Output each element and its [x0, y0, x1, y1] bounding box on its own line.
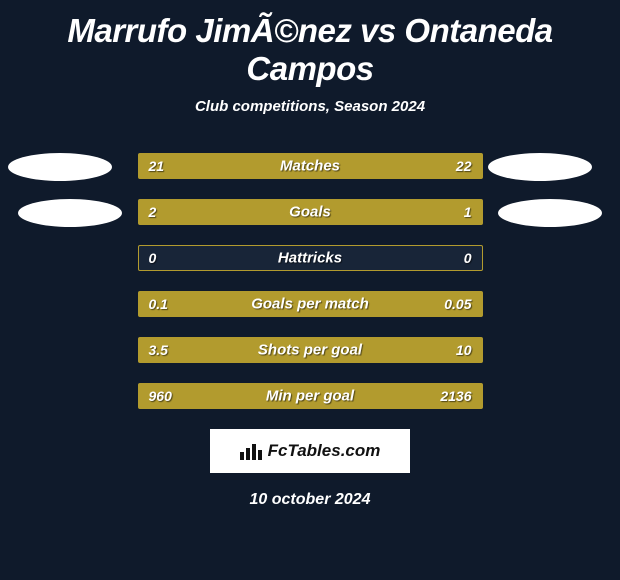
- stat-value-left: 0.1: [149, 296, 168, 312]
- player-ellipse: [18, 199, 122, 227]
- stat-label: Matches: [280, 158, 340, 175]
- stat-value-left: 3.5: [149, 342, 168, 358]
- stat-value-right: 0.05: [444, 296, 471, 312]
- stat-label: Goals per match: [251, 296, 369, 313]
- stat-label: Shots per goal: [258, 342, 362, 359]
- stat-rows: 2122Matches21Goals00Hattricks0.10.05Goal…: [0, 153, 620, 409]
- player-ellipse: [8, 153, 112, 181]
- date-line: 10 october 2024: [0, 491, 620, 509]
- comparison-chart: 2122Matches21Goals00Hattricks0.10.05Goal…: [0, 153, 620, 409]
- stat-value-right: 1: [464, 204, 472, 220]
- stat-row: 2 1 Goals: [138, 199, 483, 225]
- stat-value-right: 10: [456, 342, 472, 358]
- subtitle: Club competitions, Season 2024: [0, 98, 620, 115]
- stat-row: 0 0 Hattricks: [138, 245, 483, 271]
- stat-value-left: 960: [149, 388, 172, 404]
- player-ellipse: [498, 199, 602, 227]
- stat-row: 960 2136 Min per goal: [138, 383, 483, 409]
- branding-text: FcTables.com: [268, 441, 381, 461]
- stat-label: Min per goal: [266, 388, 354, 405]
- stat-label: Hattricks: [278, 250, 342, 267]
- stat-value-left: 21: [149, 158, 165, 174]
- stat-value-right: 0: [464, 250, 472, 266]
- player-ellipse: [488, 153, 592, 181]
- stat-value-right: 2136: [440, 388, 471, 404]
- stat-row: 3.5 10 Shots per goal: [138, 337, 483, 363]
- stat-row: 0.1 0.05 Goals per match: [138, 291, 483, 317]
- stat-value-left: 0: [149, 250, 157, 266]
- stat-fill-left: [139, 200, 368, 224]
- stat-row: 21 22 Matches: [138, 153, 483, 179]
- branding-badge: FcTables.com: [210, 429, 410, 473]
- bars-icon: [240, 442, 262, 460]
- stat-label: Goals: [289, 204, 331, 221]
- stat-value-left: 2: [149, 204, 157, 220]
- page-title: Marrufo JimÃ©nez vs Ontaneda Campos: [0, 0, 620, 88]
- stat-value-right: 22: [456, 158, 472, 174]
